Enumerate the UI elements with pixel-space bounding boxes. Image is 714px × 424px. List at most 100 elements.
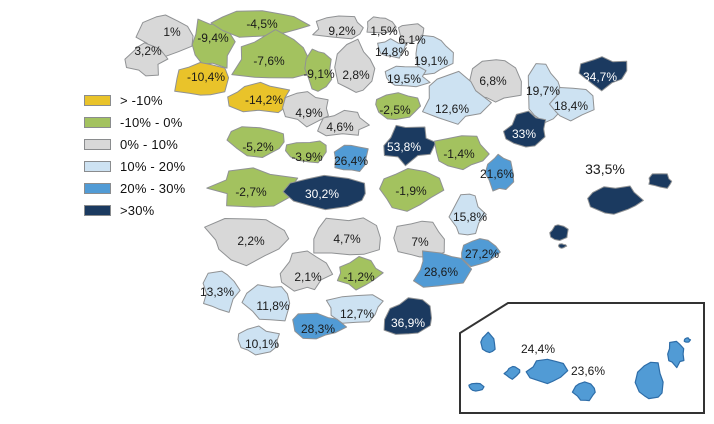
province-region (415, 34, 454, 76)
province-region (422, 70, 492, 125)
legend-item: 20% - 30% (84, 180, 185, 196)
province-region (279, 250, 334, 292)
region-value-label: 11,8% (256, 299, 289, 313)
province-region (204, 218, 290, 267)
region-value-label: 24,4% (521, 342, 555, 356)
region-value-label: 2,1% (294, 270, 322, 284)
province-region (379, 168, 445, 212)
region-value-label: 14,8% (375, 45, 409, 59)
region-value-label: -7,6% (253, 54, 285, 68)
region-value-label: 1,5% (370, 24, 398, 38)
region-value-label: 3,2% (134, 44, 162, 58)
canary-island (683, 337, 692, 343)
canary-island (480, 331, 496, 354)
legend-item: > -10% (84, 92, 185, 108)
region-value-label: -1,9% (395, 184, 427, 198)
region-value-label: 4,9% (295, 106, 323, 120)
province-region (549, 87, 595, 122)
region-value-label: -5,2% (242, 140, 274, 154)
region-value-label: 34,7% (583, 70, 617, 84)
region-value-label: 4,6% (326, 120, 354, 134)
region-value-label: -10,4% (187, 70, 225, 84)
region-value-label: 10,1% (245, 337, 279, 351)
region-value-label: -1,4% (443, 147, 475, 161)
province-region (377, 38, 407, 59)
legend-label: >30% (120, 202, 155, 218)
legend-swatch-green (84, 116, 111, 128)
canary-island (503, 365, 521, 380)
province-region (484, 153, 515, 192)
province-region (325, 294, 384, 324)
region-value-label: 21,6% (480, 167, 514, 181)
province-region (578, 56, 628, 92)
legend-label: 0% - 10% (120, 136, 178, 152)
region-value-label: 1% (163, 25, 181, 39)
province-region (375, 92, 421, 120)
canary-island (634, 361, 664, 400)
region-value-label: 19,1% (414, 54, 448, 68)
province-region (433, 135, 490, 171)
province-region (304, 48, 333, 92)
region-value-label: 33,5% (585, 161, 625, 177)
province-region (413, 250, 473, 288)
legend-item: >30% (84, 202, 185, 218)
province-region (285, 140, 327, 164)
canary-island (667, 340, 685, 369)
region-value-label: 19,7% (526, 84, 560, 98)
province-region (313, 217, 381, 256)
region-value-label: 27,2% (465, 247, 499, 261)
province-region (237, 325, 280, 356)
region-value-label: 33% (512, 127, 536, 141)
legend-label: 10% - 20% (120, 158, 186, 174)
province-region (333, 144, 369, 172)
province-region (292, 312, 348, 340)
province-region (206, 167, 299, 208)
region-value-label: -2,7% (235, 185, 267, 199)
region-value-label: 23,6% (571, 364, 605, 378)
region-value-label: 12,7% (340, 307, 374, 321)
region-value-label: 13,3% (200, 285, 234, 299)
province-region (448, 193, 487, 236)
province-region (366, 16, 397, 34)
balearic-island (648, 173, 673, 189)
legend-swatch-gray (84, 138, 111, 150)
region-value-label: -2,5% (379, 103, 411, 117)
legend-swatch-lightblue (84, 160, 111, 172)
canary-island (525, 358, 569, 385)
province-region (398, 23, 425, 44)
province-region (334, 38, 376, 93)
province-region (227, 81, 291, 114)
region-value-label: 15,8% (453, 210, 487, 224)
province-region (317, 109, 370, 137)
region-value-label: 2,2% (237, 234, 265, 248)
balearic-island (557, 243, 568, 249)
region-value-label: 9,2% (328, 24, 356, 38)
region-value-label: 7% (411, 235, 429, 249)
province-region (384, 65, 431, 88)
province-region (124, 42, 169, 77)
legend-swatch-yellow (84, 94, 111, 106)
map-legend: > -10% -10% - 0% 0% - 10% 10% - 20% 20% - 30… (84, 92, 185, 218)
region-value-label: 28,3% (301, 322, 335, 336)
province-region (312, 15, 364, 40)
province-region (383, 297, 432, 335)
region-value-label: 2,8% (342, 68, 370, 82)
region-value-label: 53,8% (387, 140, 421, 154)
region-value-label: 4,7% (333, 232, 361, 246)
legend-label: > -10% (120, 92, 163, 108)
province-region (202, 270, 241, 313)
province-region (461, 238, 501, 268)
region-value-label: -9,1% (303, 67, 335, 81)
region-value-label: 30,2% (305, 187, 339, 201)
region-value-label: -3,9% (291, 150, 323, 164)
legend-swatch-blue (84, 182, 111, 194)
legend-swatch-navy (84, 204, 111, 216)
region-value-label: 26,4% (334, 154, 368, 168)
province-region (336, 256, 384, 291)
region-value-label: -14,2% (245, 93, 283, 107)
province-region (174, 62, 230, 96)
region-value-label: 28,6% (424, 265, 458, 279)
province-region (503, 110, 547, 148)
